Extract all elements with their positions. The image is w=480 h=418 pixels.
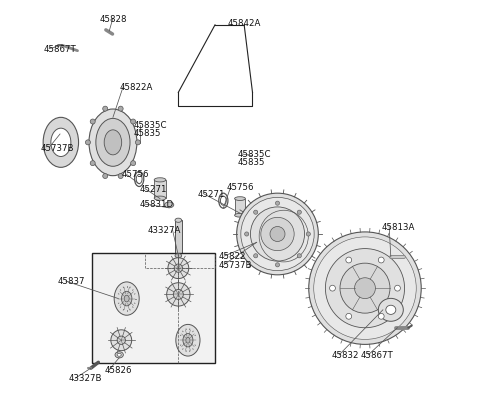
Circle shape	[297, 254, 301, 258]
Circle shape	[261, 217, 294, 251]
Circle shape	[167, 283, 190, 306]
Text: 45271: 45271	[139, 185, 167, 194]
Text: 45756: 45756	[227, 183, 254, 192]
Text: 43327B: 43327B	[68, 375, 102, 383]
Circle shape	[118, 173, 123, 178]
Text: 43327A: 43327A	[147, 226, 181, 235]
Circle shape	[325, 249, 405, 328]
Ellipse shape	[89, 109, 137, 176]
Ellipse shape	[43, 117, 79, 167]
Circle shape	[270, 227, 285, 242]
Text: 45835C: 45835C	[134, 121, 167, 130]
Text: 45813A: 45813A	[382, 223, 415, 232]
Ellipse shape	[175, 254, 181, 258]
Circle shape	[346, 314, 352, 319]
Circle shape	[85, 140, 90, 145]
Circle shape	[241, 197, 314, 271]
Circle shape	[346, 257, 352, 263]
Ellipse shape	[115, 352, 123, 358]
Ellipse shape	[235, 213, 245, 217]
Circle shape	[395, 285, 400, 291]
Text: 45822A: 45822A	[119, 83, 153, 92]
Circle shape	[174, 264, 182, 272]
Circle shape	[90, 119, 95, 124]
Circle shape	[90, 161, 95, 166]
Ellipse shape	[96, 118, 130, 166]
Ellipse shape	[183, 334, 193, 347]
Text: 45867T: 45867T	[361, 351, 394, 360]
Circle shape	[103, 106, 108, 111]
Ellipse shape	[235, 197, 245, 201]
Circle shape	[309, 232, 421, 344]
Circle shape	[135, 140, 141, 145]
Text: 45756: 45756	[121, 171, 149, 179]
Circle shape	[355, 278, 375, 298]
Circle shape	[131, 119, 136, 124]
Bar	[154, 180, 166, 198]
Ellipse shape	[175, 218, 181, 222]
Circle shape	[168, 258, 189, 278]
Text: 45826: 45826	[105, 366, 132, 375]
Ellipse shape	[124, 295, 129, 302]
Circle shape	[378, 314, 384, 319]
Ellipse shape	[154, 196, 166, 200]
Circle shape	[245, 232, 249, 236]
Circle shape	[251, 207, 305, 261]
Ellipse shape	[165, 202, 174, 208]
Text: 45828: 45828	[99, 15, 127, 24]
Circle shape	[340, 263, 390, 313]
Circle shape	[173, 289, 183, 299]
Ellipse shape	[114, 282, 139, 315]
Circle shape	[297, 210, 301, 214]
Ellipse shape	[386, 305, 396, 314]
Circle shape	[131, 161, 136, 166]
Text: 45737B: 45737B	[218, 261, 252, 270]
Text: 45867T: 45867T	[43, 46, 76, 54]
Circle shape	[237, 193, 318, 275]
Ellipse shape	[186, 337, 190, 343]
Circle shape	[253, 254, 258, 258]
Circle shape	[314, 237, 416, 339]
Ellipse shape	[378, 298, 403, 321]
Ellipse shape	[154, 178, 166, 182]
Circle shape	[253, 210, 258, 214]
Circle shape	[306, 232, 311, 236]
Circle shape	[330, 285, 336, 291]
Ellipse shape	[51, 128, 71, 156]
Ellipse shape	[176, 324, 200, 356]
Bar	[92, 253, 215, 363]
Circle shape	[276, 201, 279, 205]
Text: 45835: 45835	[238, 158, 265, 167]
Circle shape	[276, 263, 279, 267]
Ellipse shape	[117, 353, 121, 356]
Text: 45835C: 45835C	[238, 150, 271, 159]
Bar	[175, 220, 181, 256]
Text: 45837: 45837	[58, 278, 85, 286]
Circle shape	[378, 257, 384, 263]
Circle shape	[118, 106, 123, 111]
Text: 45835: 45835	[134, 129, 161, 138]
Text: 45737B: 45737B	[41, 144, 74, 153]
Circle shape	[103, 173, 108, 178]
Ellipse shape	[121, 291, 132, 306]
Text: 45842A: 45842A	[228, 19, 261, 28]
Circle shape	[111, 330, 132, 351]
Text: 45832: 45832	[332, 351, 359, 360]
Text: 45831D: 45831D	[139, 200, 173, 209]
Ellipse shape	[104, 130, 122, 155]
Text: 45271: 45271	[197, 190, 225, 199]
Text: 45822: 45822	[218, 252, 246, 261]
Circle shape	[117, 336, 125, 344]
Bar	[235, 199, 245, 215]
